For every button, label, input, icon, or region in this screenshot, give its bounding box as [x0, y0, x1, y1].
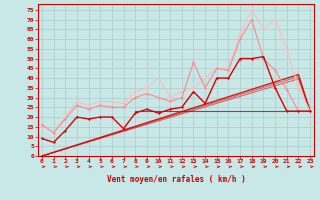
X-axis label: Vent moyen/en rafales ( km/h ): Vent moyen/en rafales ( km/h )	[107, 175, 245, 184]
